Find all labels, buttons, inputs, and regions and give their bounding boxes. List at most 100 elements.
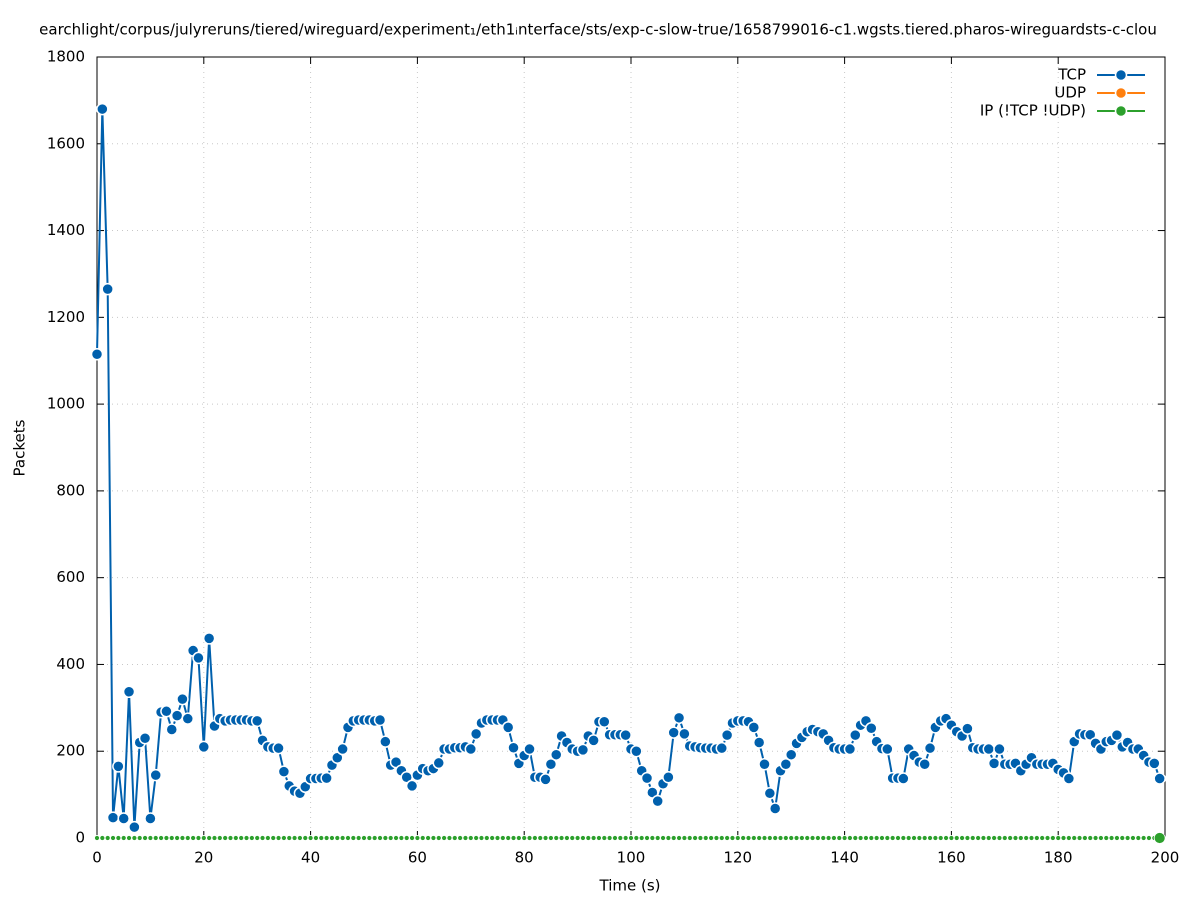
series-point [302, 835, 309, 841]
series-point [617, 835, 624, 841]
series-point [99, 835, 106, 841]
y-tick-label: 1600 [47, 134, 85, 152]
series-point [1028, 835, 1035, 841]
series-point [718, 835, 725, 841]
x-tick-label: 140 [830, 849, 859, 867]
series-point [297, 835, 303, 841]
series-point [457, 835, 464, 841]
series-point [729, 835, 736, 841]
series-point [441, 835, 448, 841]
series-point [747, 721, 761, 734]
series-point [523, 742, 536, 756]
series-point [1092, 835, 1099, 841]
series-point [272, 741, 285, 755]
series-point [291, 835, 298, 841]
series-point [964, 835, 971, 841]
series-point [991, 835, 998, 841]
series-point [526, 835, 533, 841]
legend-marker [1114, 104, 1128, 118]
series-point [280, 835, 287, 841]
series-point [576, 743, 590, 757]
series-point [649, 835, 656, 841]
series-point [918, 757, 931, 771]
series-point [772, 835, 779, 841]
series-point [996, 835, 1003, 841]
series-point [923, 741, 937, 755]
series-point [206, 835, 213, 841]
series-point [953, 835, 960, 841]
series-point [106, 811, 120, 824]
series-point [510, 835, 517, 841]
series-point [409, 835, 415, 841]
series-point [889, 835, 896, 841]
series-point [798, 835, 805, 841]
series-point [478, 835, 485, 841]
series-point [499, 835, 506, 841]
series-point [857, 835, 864, 841]
series-point [879, 835, 885, 841]
series-point [238, 835, 245, 841]
series-point [393, 835, 399, 841]
series-point [825, 835, 832, 841]
series-point [644, 835, 650, 841]
series-point [195, 835, 202, 841]
series-point [804, 835, 811, 841]
series-point [350, 835, 357, 841]
series-point [336, 742, 349, 756]
series-point [745, 835, 752, 841]
series-point [122, 685, 136, 699]
series-point [222, 835, 229, 841]
series-point [654, 835, 661, 841]
series-point [425, 835, 431, 841]
series-point [464, 742, 478, 756]
y-tick-label: 400 [56, 655, 85, 673]
series-point [537, 835, 544, 841]
series-point [131, 835, 138, 841]
series-point [432, 756, 446, 770]
series-point [619, 728, 632, 742]
series-point [975, 835, 981, 841]
series-point [1033, 835, 1040, 841]
series-point [227, 835, 234, 841]
series-point [987, 757, 1001, 770]
series-point [94, 835, 100, 841]
series-point [905, 835, 912, 841]
series-point [667, 726, 680, 739]
series-point [379, 735, 392, 748]
series-point [469, 727, 483, 741]
series-point [1017, 835, 1024, 841]
series-point [152, 835, 159, 841]
x-tick-label: 100 [617, 849, 646, 867]
series-point [144, 812, 157, 825]
series-point [435, 835, 442, 841]
series-point [142, 835, 148, 841]
series-point [539, 773, 552, 786]
series-point [197, 740, 211, 754]
series-point [788, 835, 795, 841]
series-point [897, 772, 910, 785]
series-point [373, 713, 387, 727]
series-point [163, 835, 170, 841]
series-point [549, 748, 563, 761]
series-point [1098, 835, 1104, 841]
series-point [405, 779, 419, 793]
series-point [993, 742, 1006, 756]
series-point [313, 835, 319, 841]
series-point [211, 835, 218, 841]
series-point [697, 835, 704, 841]
series-point [507, 741, 520, 755]
series-point [768, 802, 782, 815]
series-point [740, 835, 747, 841]
series-point [446, 835, 453, 841]
series-point [149, 768, 162, 782]
series-point [202, 632, 216, 645]
series-point [489, 835, 496, 841]
series-point [633, 835, 640, 841]
series-point [323, 835, 330, 841]
series-point [501, 721, 515, 734]
series-point [377, 835, 383, 841]
series-point [750, 835, 757, 841]
x-tick-label: 0 [92, 849, 102, 867]
series-point [715, 741, 729, 755]
series-point [895, 835, 901, 841]
